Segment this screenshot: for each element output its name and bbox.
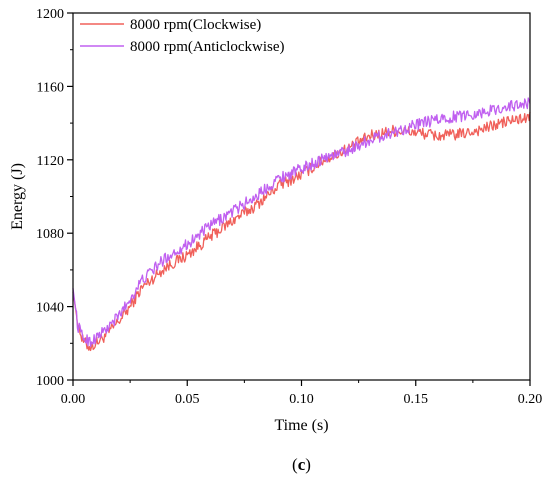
- panel-label-open: (: [292, 455, 298, 474]
- legend-label-anticlockwise: 8000 rpm(Anticlockwise): [130, 39, 285, 55]
- y-axis-title: Energy (J): [9, 163, 26, 230]
- panel-label-close: ): [305, 455, 311, 474]
- y-tick-label: 1200: [36, 7, 64, 22]
- series-line-clockwise: [72, 111, 531, 352]
- ticks-layer: 0.00 0.05 0.10 0.15 0.20 1000 1040 1080 1120 1160…: [36, 7, 542, 407]
- x-tick-label: 0.20: [518, 392, 543, 407]
- x-tick-label: 0.15: [404, 392, 429, 407]
- legend-label-clockwise: 8000 rpm(Clockwise): [130, 17, 261, 33]
- y-tick-label: 1000: [36, 374, 64, 389]
- series-line-anticlockwise: [72, 97, 531, 347]
- y-tick-label: 1120: [37, 154, 64, 169]
- legend: 8000 rpm(Clockwise) 8000 rpm(Anticlockwi…: [80, 17, 285, 55]
- y-tick-label: 1080: [36, 227, 64, 242]
- x-axis-title: Time (s): [274, 417, 328, 434]
- x-tick-label: 0.10: [289, 392, 314, 407]
- panel-label-letter: c: [298, 455, 306, 474]
- plot-frame: [72, 12, 531, 381]
- y-tick-label: 1160: [37, 80, 64, 95]
- y-tick-label: 1040: [36, 301, 64, 316]
- series-layer: [72, 97, 531, 352]
- x-tick-label: 0.00: [61, 392, 86, 407]
- x-tick-label: 0.05: [175, 392, 200, 407]
- panel-label: (c): [292, 455, 311, 474]
